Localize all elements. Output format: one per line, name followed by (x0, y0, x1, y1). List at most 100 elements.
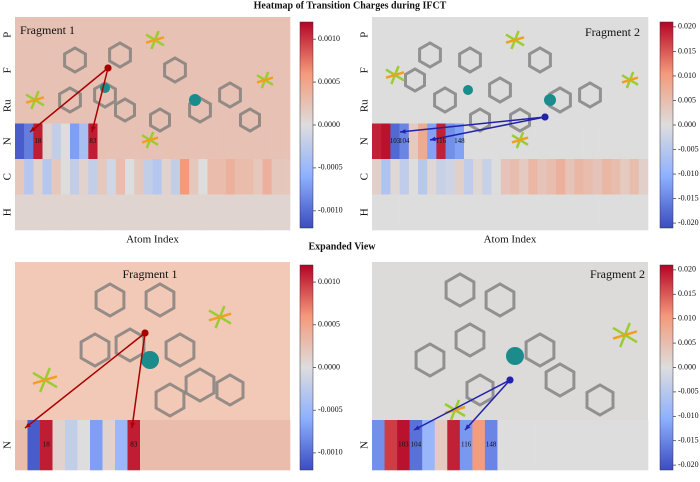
colorbar (299, 264, 314, 471)
colorbar-tick-label: 0.0005 (318, 77, 340, 86)
heatmap-cell (546, 123, 557, 160)
molecule-ring (239, 107, 261, 133)
heatmap-cell (70, 159, 80, 195)
heatmap-cell (427, 123, 437, 160)
heatmap-cell (240, 420, 253, 471)
heatmap-cell (202, 420, 216, 471)
heatmap-cell (216, 159, 227, 195)
row-label: F (359, 67, 371, 73)
cell-label: 18 (34, 137, 42, 145)
cell-label: 104 (399, 137, 410, 145)
arrow-origin (141, 329, 149, 337)
molecule-ring (578, 81, 602, 109)
heatmap-cell (372, 17, 511, 53)
colorbar-tick-label: 0.020 (678, 265, 696, 274)
molecule-ring (544, 362, 576, 398)
heatmap-cell (198, 52, 245, 89)
colorbar-tick-label: -0.020 (678, 218, 699, 227)
heatmap-cell (244, 159, 254, 195)
anion-bond (145, 36, 165, 44)
heatmap-cell (372, 123, 382, 160)
molecule-ring (149, 107, 171, 133)
heatmap-cell (482, 123, 492, 160)
anion-bond (25, 96, 45, 104)
heatmap-cell (252, 420, 266, 471)
heatmap-cell (207, 123, 217, 160)
heatmap-cell (592, 194, 621, 231)
heatmap-cell (638, 159, 649, 195)
heatmap-cell (262, 123, 272, 160)
molecule-ring (469, 107, 491, 133)
cell-label: 103 (390, 137, 401, 145)
molecule (413, 272, 638, 431)
heatmap-cell (253, 123, 263, 160)
transition-arrow (413, 379, 511, 431)
heatmap-cell (629, 159, 640, 195)
cell-label: 116 (436, 137, 447, 145)
cell-label: 148 (454, 137, 465, 145)
panel-title: Fragment 1 (123, 267, 178, 281)
heatmap-cell (177, 420, 191, 471)
heatmap-cell (24, 159, 34, 195)
heatmap-cell (152, 123, 162, 160)
molecule-ring (484, 282, 516, 318)
molecule-ring (488, 76, 512, 104)
heatmap-cell (170, 123, 181, 160)
cell-label: 83 (89, 137, 97, 145)
molecule-ring (108, 41, 132, 69)
heatmap-cell (597, 420, 611, 471)
heatmap-cell (15, 123, 25, 160)
molecule-ring (79, 332, 111, 368)
ruthenium-atom (189, 94, 201, 106)
anion-bond (385, 71, 405, 79)
heatmap-cell (528, 159, 538, 195)
heatmap-cell (381, 159, 391, 195)
arrow-origin (506, 376, 514, 384)
molecule-ring (414, 342, 446, 378)
heatmap-cell (189, 159, 199, 195)
heatmap-cell (90, 420, 103, 471)
panel-title: Fragment 1 (20, 23, 75, 37)
heatmap-cell (15, 17, 153, 53)
heatmap-cell (51, 123, 62, 160)
heatmap-cell (189, 123, 199, 160)
heatmap-cell (399, 123, 410, 160)
heatmap-cell (15, 159, 25, 195)
molecule (25, 30, 274, 149)
transition-arrow (91, 67, 109, 133)
anion-bond (621, 76, 639, 84)
heatmap-cell (565, 123, 575, 160)
colorbar-tick-label: -0.0010 (318, 206, 343, 215)
molecule (24, 282, 245, 429)
arrow-head (430, 136, 436, 142)
heatmap-cell (572, 420, 586, 471)
colorbar-tick-label: 0.010 (678, 314, 696, 323)
arrow-head (465, 424, 471, 430)
colorbar-tick-label: 0.015 (678, 46, 696, 55)
heatmap-cell (629, 123, 640, 160)
heatmap-cell (165, 420, 178, 471)
heatmap-cell (583, 159, 594, 195)
colorbar-tick-label: 0.015 (678, 289, 696, 298)
heatmap-cell (180, 159, 190, 195)
heatmap-cell (235, 123, 245, 160)
heatmap-cell (265, 420, 278, 471)
heatmap-cell (459, 420, 473, 471)
heatmap-cell (88, 159, 98, 195)
molecule-ring (528, 46, 552, 74)
cell-label: 104 (411, 441, 422, 449)
colorbar (659, 264, 674, 471)
row-label: P (359, 32, 371, 38)
heatmap-cell (262, 159, 272, 195)
heatmap-cell (225, 159, 236, 195)
cell-label: 83 (130, 441, 138, 449)
heatmap-cell (399, 159, 410, 195)
heatmap-cell (408, 159, 419, 195)
heatmap-cell (556, 123, 566, 160)
heatmap-cell (280, 123, 291, 160)
heatmap-cell (42, 123, 52, 160)
colorbar-tick-label: -0.015 (678, 436, 699, 445)
heatmap-cell (262, 194, 291, 231)
molecule-ring (114, 97, 136, 123)
molecule-ring (524, 332, 556, 368)
